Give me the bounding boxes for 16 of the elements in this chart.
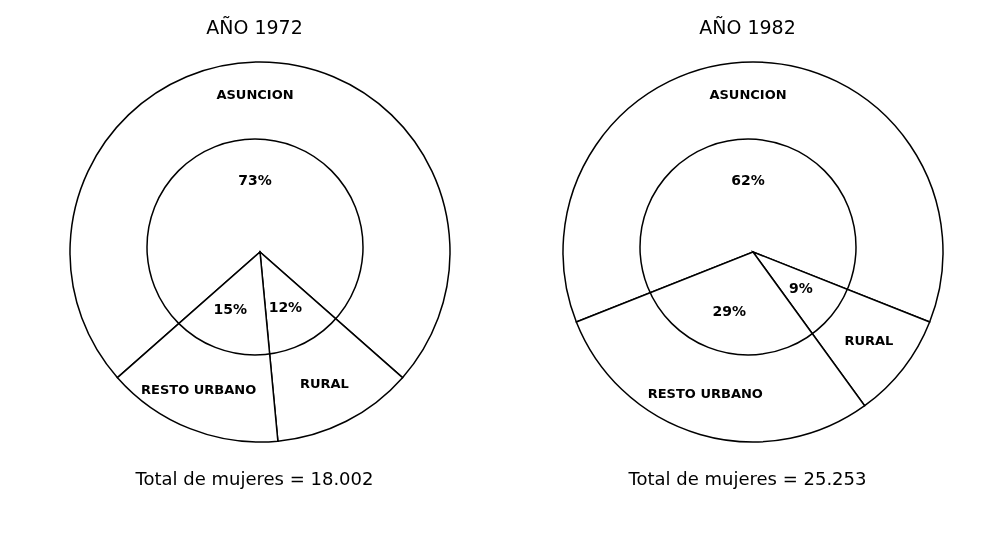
slice-label: ASUNCION bbox=[708, 86, 787, 102]
chart-title: AÑO 1972 bbox=[206, 16, 303, 38]
text: Total de mujeres = 25.253 bbox=[628, 468, 867, 489]
slice-label: RURAL bbox=[299, 375, 349, 391]
slice-label: ASUNCION bbox=[215, 86, 294, 102]
data-label: 62% bbox=[730, 172, 765, 189]
slice-label: RESTO URBANO bbox=[647, 386, 763, 402]
data-label: 29% bbox=[712, 303, 746, 320]
data-label: 73% bbox=[237, 172, 272, 189]
data-label: 15% bbox=[213, 301, 247, 318]
chart-title: AÑO 1982 bbox=[699, 16, 796, 38]
slice-label: RURAL bbox=[843, 333, 893, 349]
data-label: 9% bbox=[788, 280, 813, 297]
slice-label: RESTO URBANO bbox=[140, 381, 256, 397]
data-label: 12% bbox=[268, 298, 302, 315]
text: Total de mujeres = 18.002 bbox=[135, 468, 374, 489]
